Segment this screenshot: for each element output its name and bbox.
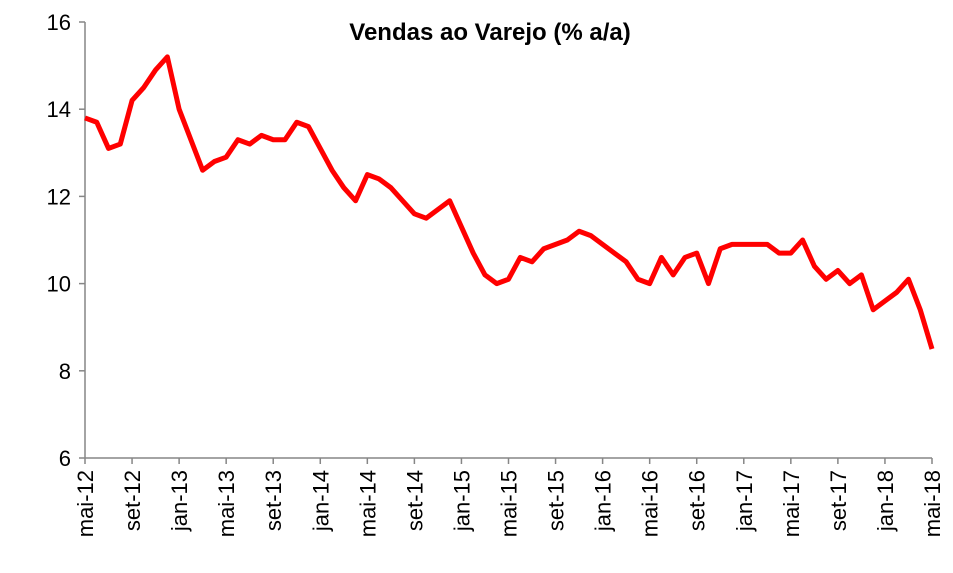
x-tick-label: mai-13: [214, 470, 239, 537]
x-tick-label: set-17: [826, 470, 851, 531]
y-tick-label: 6: [59, 446, 71, 471]
x-tick-label: set-16: [685, 470, 710, 531]
x-tick-label: jan-13: [167, 470, 192, 532]
y-tick-label: 10: [47, 272, 71, 297]
x-tick-label: jan-14: [308, 470, 333, 532]
x-tick-label: jan-16: [591, 470, 616, 532]
x-tick-label: mai-18: [920, 470, 945, 537]
x-tick-label: mai-15: [497, 470, 522, 537]
x-tick-label: jan-17: [732, 470, 757, 532]
y-tick-label: 16: [47, 10, 71, 35]
y-tick-label: 8: [59, 359, 71, 384]
x-tick-label: mai-14: [355, 470, 380, 537]
x-tick-label: set-15: [544, 470, 569, 531]
x-tick-label: set-13: [261, 470, 286, 531]
y-tick-label: 14: [47, 97, 71, 122]
x-tick-label: mai-12: [73, 470, 98, 537]
x-tick-label: mai-16: [638, 470, 663, 537]
x-tick-label: jan-18: [873, 470, 898, 532]
data-line: [84, 54, 935, 350]
x-tick-label: set-12: [120, 470, 145, 531]
x-tick-label: mai-17: [779, 470, 804, 537]
x-tick-label: set-14: [402, 470, 427, 531]
x-tick-label: jan-15: [449, 470, 474, 532]
chart-title: Vendas ao Varejo (% a/a): [349, 19, 630, 46]
y-tick-label: 12: [47, 184, 71, 209]
